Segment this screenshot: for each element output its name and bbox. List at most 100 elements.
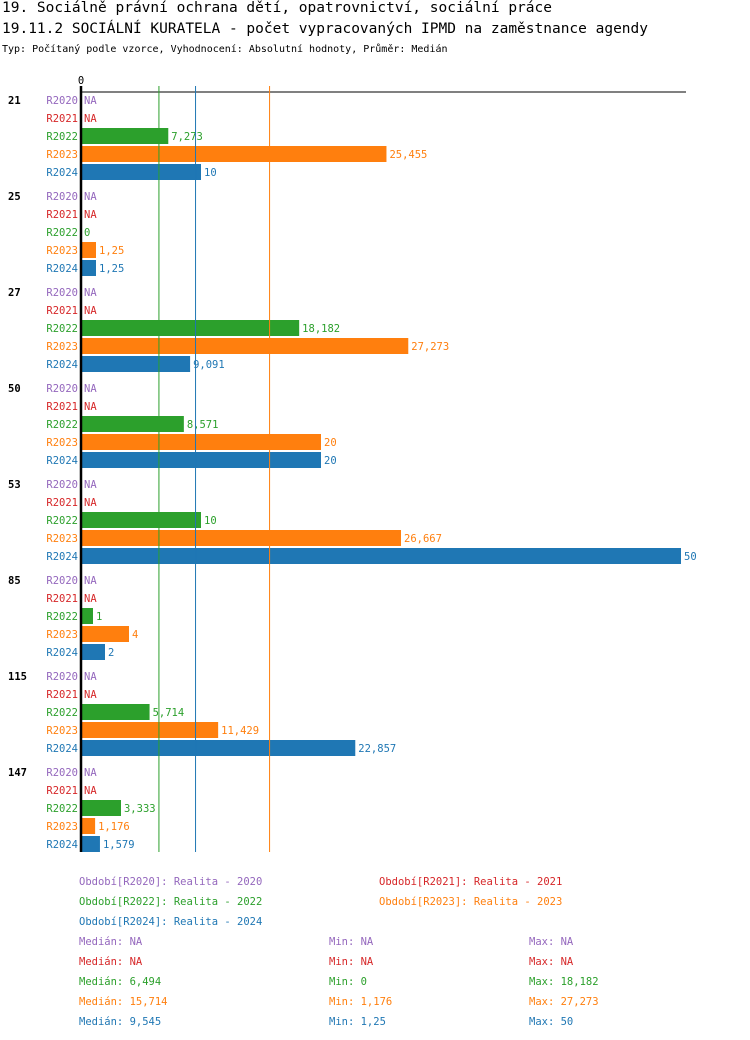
data-label: 7,273 (171, 131, 203, 143)
series-label: R2024 (46, 743, 78, 755)
category-label: 25 (8, 191, 21, 203)
bar (81, 836, 100, 852)
series-label: R2023 (46, 725, 78, 737)
series-label: R2022 (46, 131, 78, 143)
bar (81, 416, 184, 432)
data-label: 1,25 (99, 263, 124, 275)
data-label: NA (84, 575, 97, 587)
series-label: R2024 (46, 359, 78, 371)
legend-entry: Období[R2022]: Realita - 2022 (79, 896, 263, 908)
series-label: R2024 (46, 455, 78, 467)
data-label: 25,455 (389, 149, 427, 161)
series-label: R2024 (46, 839, 78, 851)
median-stat: Medián: 9,545 (79, 1016, 162, 1028)
data-label: 10 (204, 167, 217, 179)
data-label: NA (84, 209, 97, 221)
data-label: 26,667 (404, 533, 442, 545)
category-label: 85 (8, 575, 21, 587)
data-label: 4 (132, 629, 138, 641)
series-label: R2020 (46, 383, 78, 395)
legend-entry: Období[R2023]: Realita - 2023 (379, 896, 563, 908)
bar (81, 242, 96, 258)
bar (81, 128, 169, 144)
data-label: 5,714 (153, 707, 185, 719)
category-label: 147 (8, 767, 27, 779)
data-label: NA (84, 497, 97, 509)
data-label: 8,571 (187, 419, 219, 431)
subtitle-title: 19.11.2 SOCIÁLNÍ KURATELA - počet vyprac… (2, 21, 649, 37)
data-label: NA (84, 95, 97, 107)
data-label: 1,176 (98, 821, 130, 833)
data-label: 1,25 (99, 245, 124, 257)
series-label: R2021 (46, 401, 78, 413)
series-label: R2023 (46, 821, 78, 833)
bar (81, 452, 321, 468)
series-label: R2022 (46, 419, 78, 431)
data-label: 22,857 (358, 743, 396, 755)
data-label: NA (84, 479, 97, 491)
series-label: R2022 (46, 803, 78, 815)
data-label: 11,429 (221, 725, 259, 737)
data-label: 3,333 (124, 803, 156, 815)
series-label: R2020 (46, 287, 78, 299)
legend-entry: Období[R2020]: Realita - 2020 (79, 876, 263, 888)
category-label: 50 (8, 383, 21, 395)
bar (81, 740, 356, 756)
max-stat: Max: 18,182 (529, 976, 599, 988)
min-stat: Min: NA (329, 936, 374, 948)
category-label: 21 (8, 95, 21, 107)
max-stat: Max: 50 (529, 1016, 574, 1028)
x-tick-label: 0 (78, 75, 84, 87)
series-label: R2020 (46, 95, 78, 107)
series-label: R2022 (46, 323, 78, 335)
bar (81, 800, 121, 816)
series-label: R2021 (46, 593, 78, 605)
data-label: NA (84, 671, 97, 683)
bar (81, 356, 191, 372)
category-label: 53 (8, 479, 21, 491)
title: 19. Sociálně právní ochrana dětí, opatro… (2, 0, 552, 16)
data-label: 1 (96, 611, 102, 623)
data-label: NA (84, 383, 97, 395)
series-label: R2022 (46, 707, 78, 719)
series-label: R2022 (46, 227, 78, 239)
series-label: R2020 (46, 575, 78, 587)
data-label: 50 (684, 551, 697, 563)
min-stat: Min: NA (329, 956, 374, 968)
data-label: 20 (324, 455, 337, 467)
data-label: NA (84, 191, 97, 203)
data-label: 27,273 (411, 341, 449, 353)
data-label: 2 (108, 647, 114, 659)
series-label: R2023 (46, 341, 78, 353)
min-stat: Min: 0 (329, 976, 367, 988)
series-label: R2023 (46, 533, 78, 545)
series-label: R2024 (46, 647, 78, 659)
series-label: R2021 (46, 209, 78, 221)
min-stat: Min: 1,25 (329, 1016, 386, 1028)
data-label: NA (84, 287, 97, 299)
bar (81, 146, 387, 162)
series-label: R2024 (46, 263, 78, 275)
series-label: R2021 (46, 305, 78, 317)
bar (81, 722, 219, 738)
data-label: NA (84, 767, 97, 779)
series-label: R2020 (46, 191, 78, 203)
bar (81, 704, 150, 720)
data-label: NA (84, 401, 97, 413)
median-stat: Medián: NA (79, 936, 143, 948)
max-stat: Max: NA (529, 936, 574, 948)
series-label: R2022 (46, 611, 78, 623)
bar (81, 338, 409, 354)
bar (81, 626, 129, 642)
series-label: R2023 (46, 245, 78, 257)
bar (81, 164, 201, 180)
max-stat: Max: 27,273 (529, 996, 599, 1008)
series-label: R2024 (46, 167, 78, 179)
series-label: R2020 (46, 479, 78, 491)
data-label: NA (84, 113, 97, 125)
series-label: R2021 (46, 497, 78, 509)
bar (81, 512, 201, 528)
chart-type-info: Typ: Počítaný podle vzorce, Vyhodnocení:… (2, 44, 448, 55)
series-label: R2022 (46, 515, 78, 527)
